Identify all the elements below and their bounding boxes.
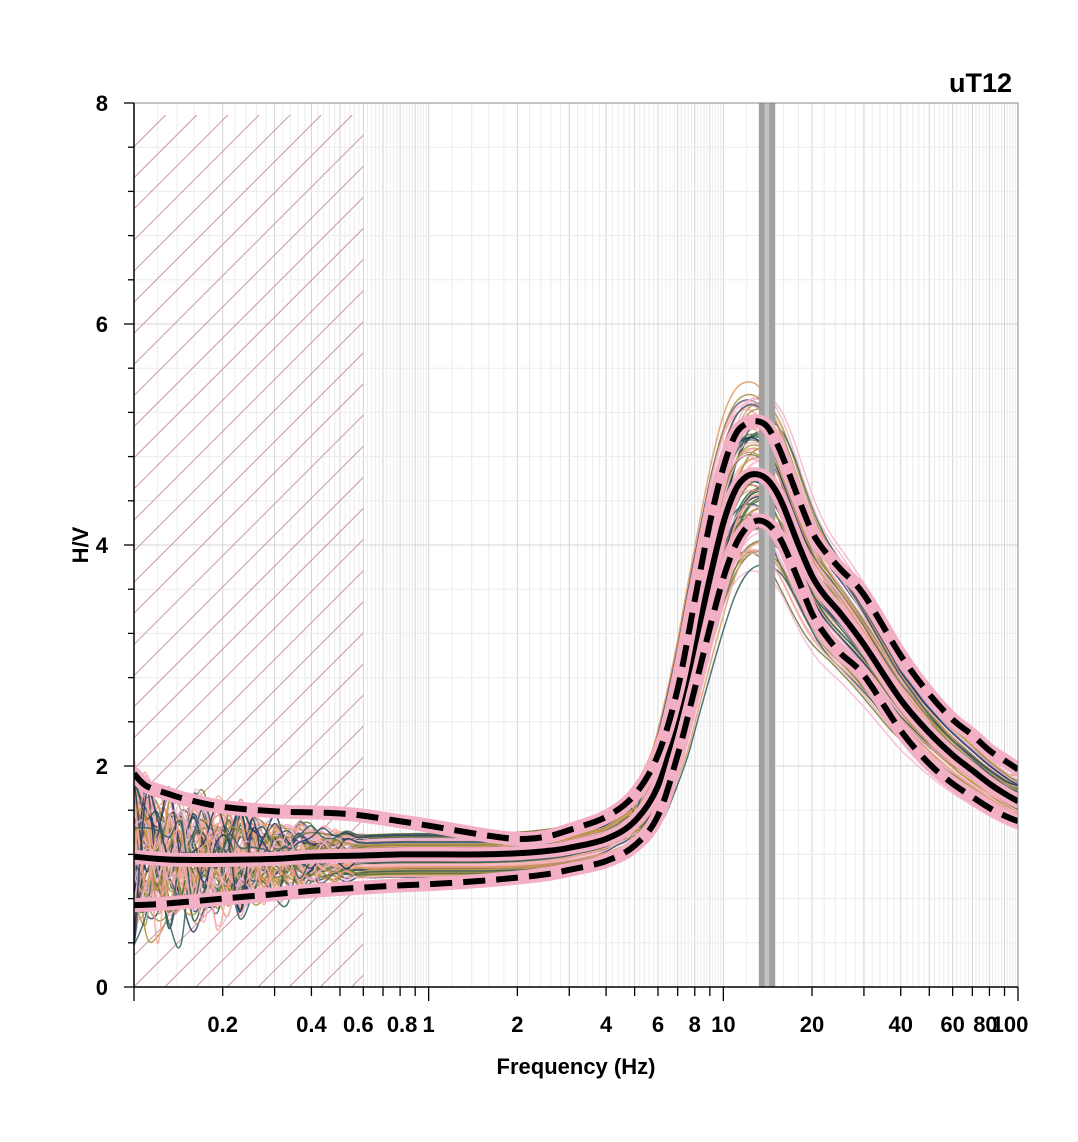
y-tick-label: 6 [96,312,108,337]
x-tick-label: 8 [689,1012,701,1037]
x-tick-label: 10 [711,1012,735,1037]
statistic-curves [134,414,1018,913]
series-line-mean-std [134,517,1018,909]
x-tick-label: 60 [940,1012,964,1037]
x-tick-label: 4 [600,1012,613,1037]
x-tick-label: 0.4 [296,1012,327,1037]
x-tick-label: 0.2 [207,1012,238,1037]
x-tick-label: 0.6 [343,1012,374,1037]
x-tick-label: 40 [888,1012,912,1037]
x-tick-label: 2 [511,1012,523,1037]
window-curve [134,550,1018,945]
x-tick-label: 80 [973,1012,997,1037]
x-tick-label: 100 [992,1012,1029,1037]
y-tick-label: 2 [96,754,108,779]
y-tick-label: 4 [96,533,109,558]
x-tick-label: 1 [423,1012,435,1037]
y-tick-label: 8 [96,91,108,116]
chart-title: uT12 [949,68,1012,98]
x-tick-label: 20 [800,1012,824,1037]
window-curve [134,403,1018,904]
peak-frequency-band-center [764,103,770,987]
series-line-mean [134,471,1018,864]
x-tick-label: 0.8 [387,1012,418,1037]
x-axis-title: Frequency (Hz) [497,1054,656,1079]
y-axis-title: H/V [68,526,93,563]
series-line-mean+std [134,418,1018,843]
y-tick-label: 0 [96,975,108,1000]
x-tick-label: 6 [652,1012,664,1037]
